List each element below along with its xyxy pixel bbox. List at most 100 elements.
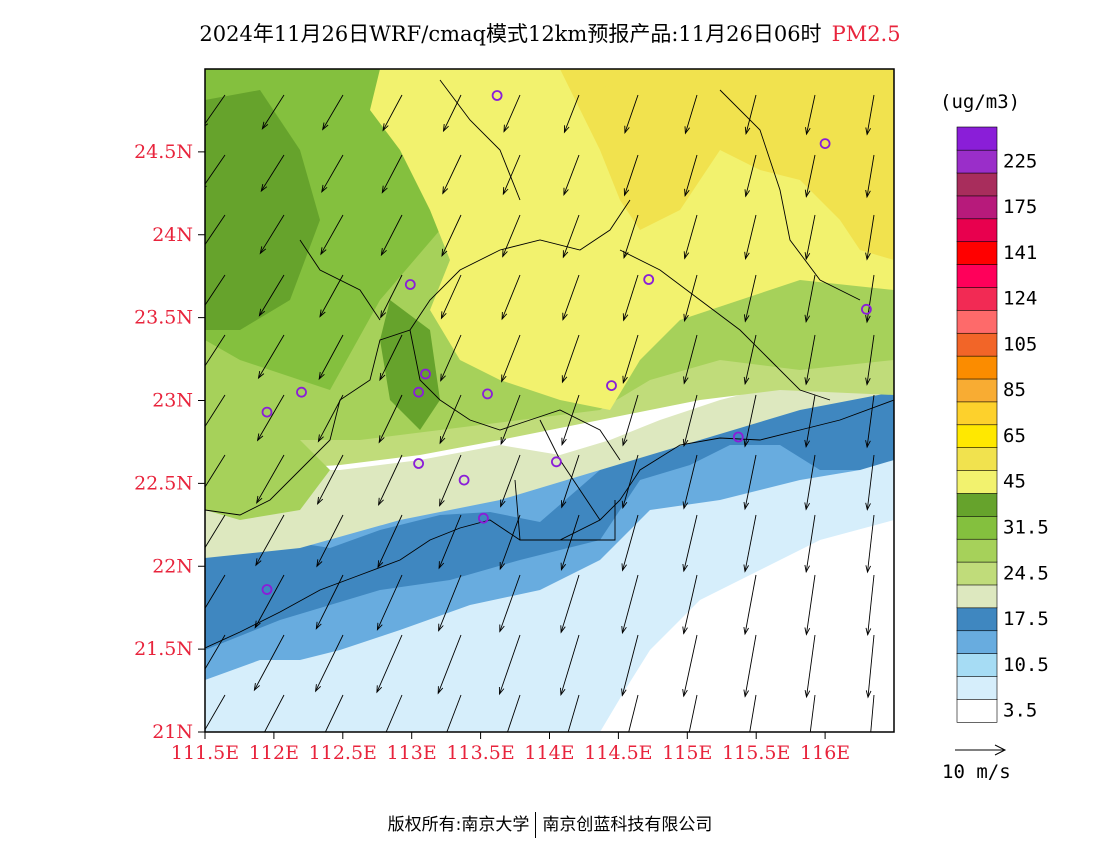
wind-vector-head <box>865 377 871 386</box>
pm25-band-28b <box>205 420 330 520</box>
wind-vector-head <box>684 126 690 135</box>
wind-vector <box>561 454 580 509</box>
wind-vector-shaft <box>254 574 285 628</box>
wind-vector <box>257 334 285 380</box>
wind-vector <box>743 634 757 698</box>
wind-vector-shaft <box>205 634 226 670</box>
colorbar-swatch <box>956 332 998 357</box>
wind-vector <box>743 454 757 511</box>
wind-vector <box>562 214 580 259</box>
wind-vector-head <box>684 188 690 198</box>
wind-vector-shaft <box>501 334 521 382</box>
lon-tick-label: 116E <box>800 742 850 764</box>
wind-vector-shaft <box>499 514 521 570</box>
wind-vector <box>205 694 226 731</box>
wind-vector-shaft <box>744 574 757 635</box>
wind-vector <box>502 154 521 196</box>
lon-tick-label: 113.5E <box>446 742 514 764</box>
wind-vector-head <box>865 440 871 449</box>
wind-vector-head <box>500 499 506 508</box>
wind-legend-label: 10 m/s <box>942 761 1011 783</box>
lat-tick-label: 23N <box>152 390 193 412</box>
wind-vector-shaft <box>622 394 639 446</box>
wind-vector <box>743 514 757 573</box>
wind-vector <box>865 454 875 511</box>
station-markers <box>261 90 872 595</box>
title-main: 2024年11月26日WRF/cmaq模式12km预报产品:11月26日06时 <box>199 22 822 46</box>
lat-tick-label: 24N <box>152 224 193 246</box>
station-marker <box>819 138 831 150</box>
wind-vector-shaft <box>562 214 580 258</box>
colorbar-swatch <box>956 538 998 563</box>
wind-vector <box>804 634 816 699</box>
wind-vector <box>376 694 403 755</box>
wind-vector <box>563 154 580 196</box>
wind-vector <box>501 274 521 321</box>
wind-vector <box>318 334 344 381</box>
wind-vector-head <box>682 689 688 698</box>
wind-vector <box>500 394 521 446</box>
wind-vector-head <box>438 749 443 756</box>
wind-vector <box>377 514 403 569</box>
wind-vector-head <box>439 498 445 507</box>
wind-vector-shaft <box>315 574 344 629</box>
wind-vector-head <box>804 252 811 261</box>
wind-vector <box>499 514 521 571</box>
station-marker <box>458 474 470 486</box>
wind-vector-head <box>623 250 629 260</box>
wind-vector-head <box>376 748 381 755</box>
wind-vector-head <box>319 309 326 318</box>
wind-vector <box>622 334 639 385</box>
wind-vector-head <box>438 623 444 632</box>
wind-vector-head <box>500 436 507 446</box>
wind-vector-head <box>624 125 630 135</box>
wind-vector-head <box>683 251 690 260</box>
wind-vector-head <box>196 495 202 502</box>
lat-tick-label: 23.5N <box>134 307 193 329</box>
chart-title: 2024年11月26日WRF/cmaq模式12km预报产品:11月26日06时 P… <box>0 18 1100 48</box>
wind-vector-shaft <box>805 214 816 260</box>
wind-vector <box>562 274 580 321</box>
wind-vector-head <box>621 500 628 510</box>
wind-vector-shaft <box>501 274 521 320</box>
station-marker <box>296 386 307 398</box>
wind-vector-shaft <box>623 274 639 321</box>
wind-vector <box>622 394 639 447</box>
wind-vector-head <box>682 563 688 573</box>
wind-vector-head <box>381 185 388 194</box>
wind-vector <box>315 574 344 630</box>
wind-vector-shaft <box>688 694 698 732</box>
wind-vector <box>621 454 639 510</box>
wind-vector-shaft <box>255 514 285 566</box>
colorbar-label: 65 <box>1003 425 1026 447</box>
wind-vector-shaft <box>624 94 639 133</box>
wind-vector-shaft <box>866 154 875 197</box>
wind-vector-head <box>441 248 448 257</box>
wind-vector-shaft <box>622 334 639 383</box>
wind-vector <box>682 514 698 573</box>
wind-vector-shaft <box>684 274 698 321</box>
wind-vector-head <box>258 308 266 317</box>
wind-vector <box>628 694 639 732</box>
wind-vector-field <box>196 94 875 756</box>
colorbar-swatch <box>956 698 998 723</box>
footer-copyright: 版权所有:南京大学 南京创蓝科技有限公司 <box>0 810 1100 838</box>
wind-vector-head <box>380 310 387 319</box>
wind-vector-shaft <box>500 454 521 507</box>
station-marker <box>420 368 431 380</box>
wind-vector-head <box>320 247 327 256</box>
wind-vector <box>744 154 757 198</box>
wind-vector <box>498 634 521 696</box>
boundary-1 <box>205 199 631 516</box>
wind-vector-shaft <box>867 574 875 635</box>
colorbar-swatch <box>956 584 998 609</box>
wind-vector-shaft <box>385 694 403 732</box>
wind-vector-head <box>560 687 566 697</box>
wind-vector-head <box>501 374 507 383</box>
wind-vector <box>196 454 226 502</box>
wind-vector-shaft <box>205 214 226 246</box>
colorbar-swatch <box>956 286 998 311</box>
wind-vector <box>259 214 285 255</box>
wind-vector <box>205 274 226 307</box>
wind-vector-shaft <box>866 454 875 510</box>
